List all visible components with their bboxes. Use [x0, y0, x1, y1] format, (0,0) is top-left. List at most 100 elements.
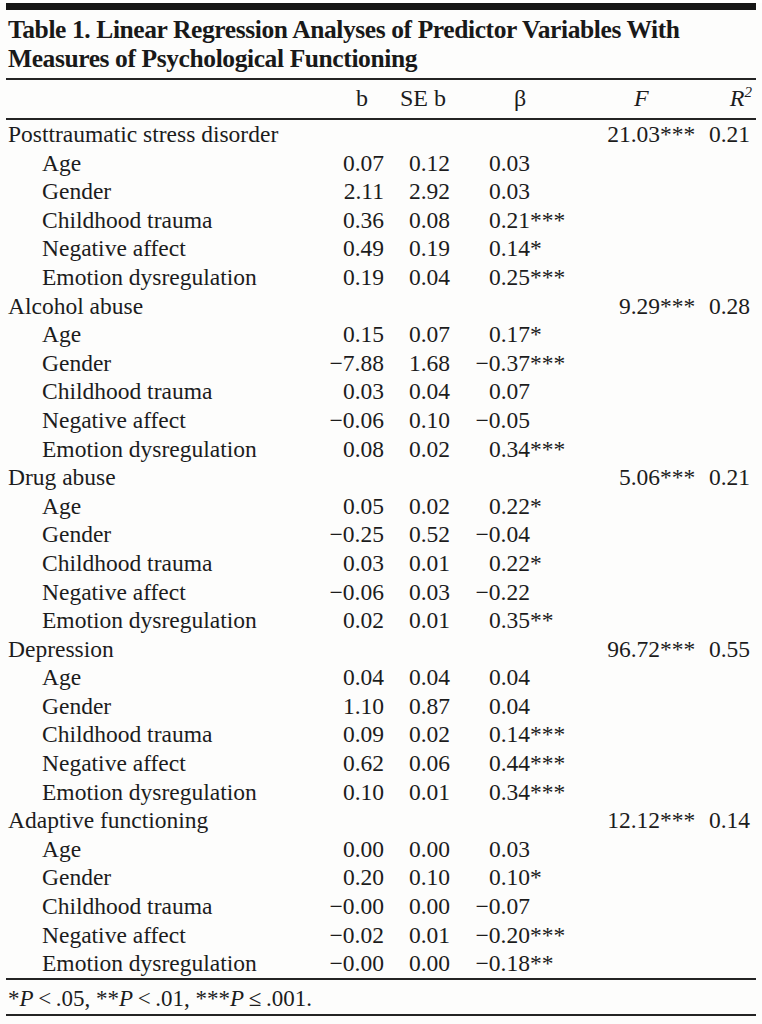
- predictor-row: Negative affect −0.06 0.10 −0.05: [6, 406, 756, 435]
- beta-cell: 0.25***: [450, 263, 578, 292]
- r2-cell-empty: [696, 549, 756, 578]
- r2-cell-empty: [696, 492, 756, 521]
- r2-cell-empty: [696, 663, 756, 692]
- beta-cell: −0.20***: [450, 921, 578, 950]
- beta-value: 0.10: [450, 863, 530, 892]
- r2-cell-empty: [696, 606, 756, 635]
- se-value: 0.12: [384, 149, 450, 178]
- b-value: −0.00: [306, 892, 384, 921]
- predictor-row: Negative affect 0.62 0.06 0.44***: [6, 749, 756, 778]
- predictor-label: Childhood trauma: [6, 720, 306, 749]
- beta-stars: **: [530, 949, 576, 978]
- beta-value: 0.21: [450, 206, 530, 235]
- beta-value: 0.35: [450, 606, 530, 635]
- footnote-stars: **: [96, 986, 119, 1011]
- outcome-label: Drug abuse: [6, 463, 578, 492]
- beta-value: 0.22: [450, 492, 530, 521]
- beta-cell: 0.03: [450, 149, 578, 178]
- footnote-threshold: < .01,: [133, 986, 195, 1011]
- r2-cell-empty: [696, 206, 756, 235]
- f-cell-empty: [578, 435, 696, 464]
- r2-cell-empty: [696, 720, 756, 749]
- beta-cell: 0.35**: [450, 606, 578, 635]
- r2-value: 0.14: [696, 806, 756, 835]
- predictor-label: Childhood trauma: [6, 377, 306, 406]
- beta-stars: *: [530, 549, 576, 578]
- predictor-label: Childhood trauma: [6, 206, 306, 235]
- r2-cell-empty: [696, 520, 756, 549]
- beta-value: −0.04: [450, 520, 530, 549]
- se-value: 0.00: [384, 892, 450, 921]
- beta-cell: 0.03: [450, 177, 578, 206]
- b-value: 0.10: [306, 778, 384, 807]
- predictor-row: Emotion dysregulation 0.19 0.04 0.25***: [6, 263, 756, 292]
- footnote-stars: ***: [196, 986, 231, 1011]
- beta-value: −0.20: [450, 921, 530, 950]
- b-value: −0.02: [306, 921, 384, 950]
- r2-cell-empty: [696, 921, 756, 950]
- predictor-label: Negative affect: [6, 406, 306, 435]
- predictor-row: Childhood trauma 0.09 0.02 0.14***: [6, 720, 756, 749]
- beta-cell: 0.34***: [450, 435, 578, 464]
- beta-stars: ***: [530, 435, 576, 464]
- beta-value: 0.44: [450, 749, 530, 778]
- f-stars: ***: [660, 463, 694, 492]
- predictor-label: Emotion dysregulation: [6, 435, 306, 464]
- predictor-row: Gender −0.25 0.52 −0.04: [6, 520, 756, 549]
- se-value: 2.92: [384, 177, 450, 206]
- f-cell-empty: [578, 177, 696, 206]
- predictor-row: Age 0.15 0.07 0.17*: [6, 320, 756, 349]
- predictor-label: Age: [6, 492, 306, 521]
- beta-stars: ***: [530, 263, 576, 292]
- beta-stars: ***: [530, 778, 576, 807]
- f-cell-empty: [578, 578, 696, 607]
- b-value: 0.19: [306, 263, 384, 292]
- f-value: 9.29: [578, 292, 660, 321]
- beta-value: 0.04: [450, 663, 530, 692]
- predictor-row: Gender −7.88 1.68 −0.37***: [6, 349, 756, 378]
- regression-table: b SE b β F R2 Posttraumatic stress disor…: [6, 80, 756, 980]
- outcome-section-row: Depression 96.72*** 0.55: [6, 635, 756, 664]
- beta-cell: 0.10*: [450, 863, 578, 892]
- r2-value: 0.21: [696, 463, 756, 492]
- predictor-label: Age: [6, 663, 306, 692]
- footnote-segment: **P < .01,: [96, 986, 196, 1011]
- se-value: 0.03: [384, 578, 450, 607]
- beta-value: −0.18: [450, 949, 530, 978]
- se-value: 0.00: [384, 835, 450, 864]
- beta-cell: 0.14*: [450, 234, 578, 263]
- beta-value: −0.37: [450, 349, 530, 378]
- predictor-row: Age 0.07 0.12 0.03: [6, 149, 756, 178]
- beta-stars: *: [530, 320, 576, 349]
- header-b: b: [306, 80, 384, 119]
- top-thick-rule: [6, 3, 756, 10]
- beta-stars: ***: [530, 921, 576, 950]
- predictor-row: Childhood trauma 0.36 0.08 0.21***: [6, 206, 756, 235]
- beta-cell: 0.21***: [450, 206, 578, 235]
- beta-stars: **: [530, 606, 576, 635]
- f-value: 12.12: [578, 806, 660, 835]
- beta-cell: 0.17*: [450, 320, 578, 349]
- beta-value: 0.03: [450, 149, 530, 178]
- b-value: 0.03: [306, 549, 384, 578]
- table-title-line2: Measures of Psychological Functioning: [8, 45, 754, 74]
- predictor-label: Emotion dysregulation: [6, 778, 306, 807]
- outcome-section-row: Adaptive functioning 12.12*** 0.14: [6, 806, 756, 835]
- beta-value: 0.22: [450, 549, 530, 578]
- r2-value: 0.21: [696, 119, 756, 149]
- r2-cell-empty: [696, 263, 756, 292]
- paper-table-page: Table 1. Linear Regression Analyses of P…: [0, 3, 762, 1024]
- footnote-threshold: < .05,: [34, 986, 96, 1011]
- beta-value: 0.34: [450, 435, 530, 464]
- predictor-row: Emotion dysregulation 0.08 0.02 0.34***: [6, 435, 756, 464]
- header-row: b SE b β F R2: [6, 80, 756, 119]
- b-value: 0.62: [306, 749, 384, 778]
- predictor-label: Negative affect: [6, 234, 306, 263]
- r2-cell-empty: [696, 149, 756, 178]
- footnote-stars: *: [8, 986, 20, 1011]
- r2-cell-empty: [696, 320, 756, 349]
- beta-value: −0.22: [450, 578, 530, 607]
- f-cell-empty: [578, 606, 696, 635]
- b-value: 0.36: [306, 206, 384, 235]
- predictor-label: Emotion dysregulation: [6, 949, 306, 979]
